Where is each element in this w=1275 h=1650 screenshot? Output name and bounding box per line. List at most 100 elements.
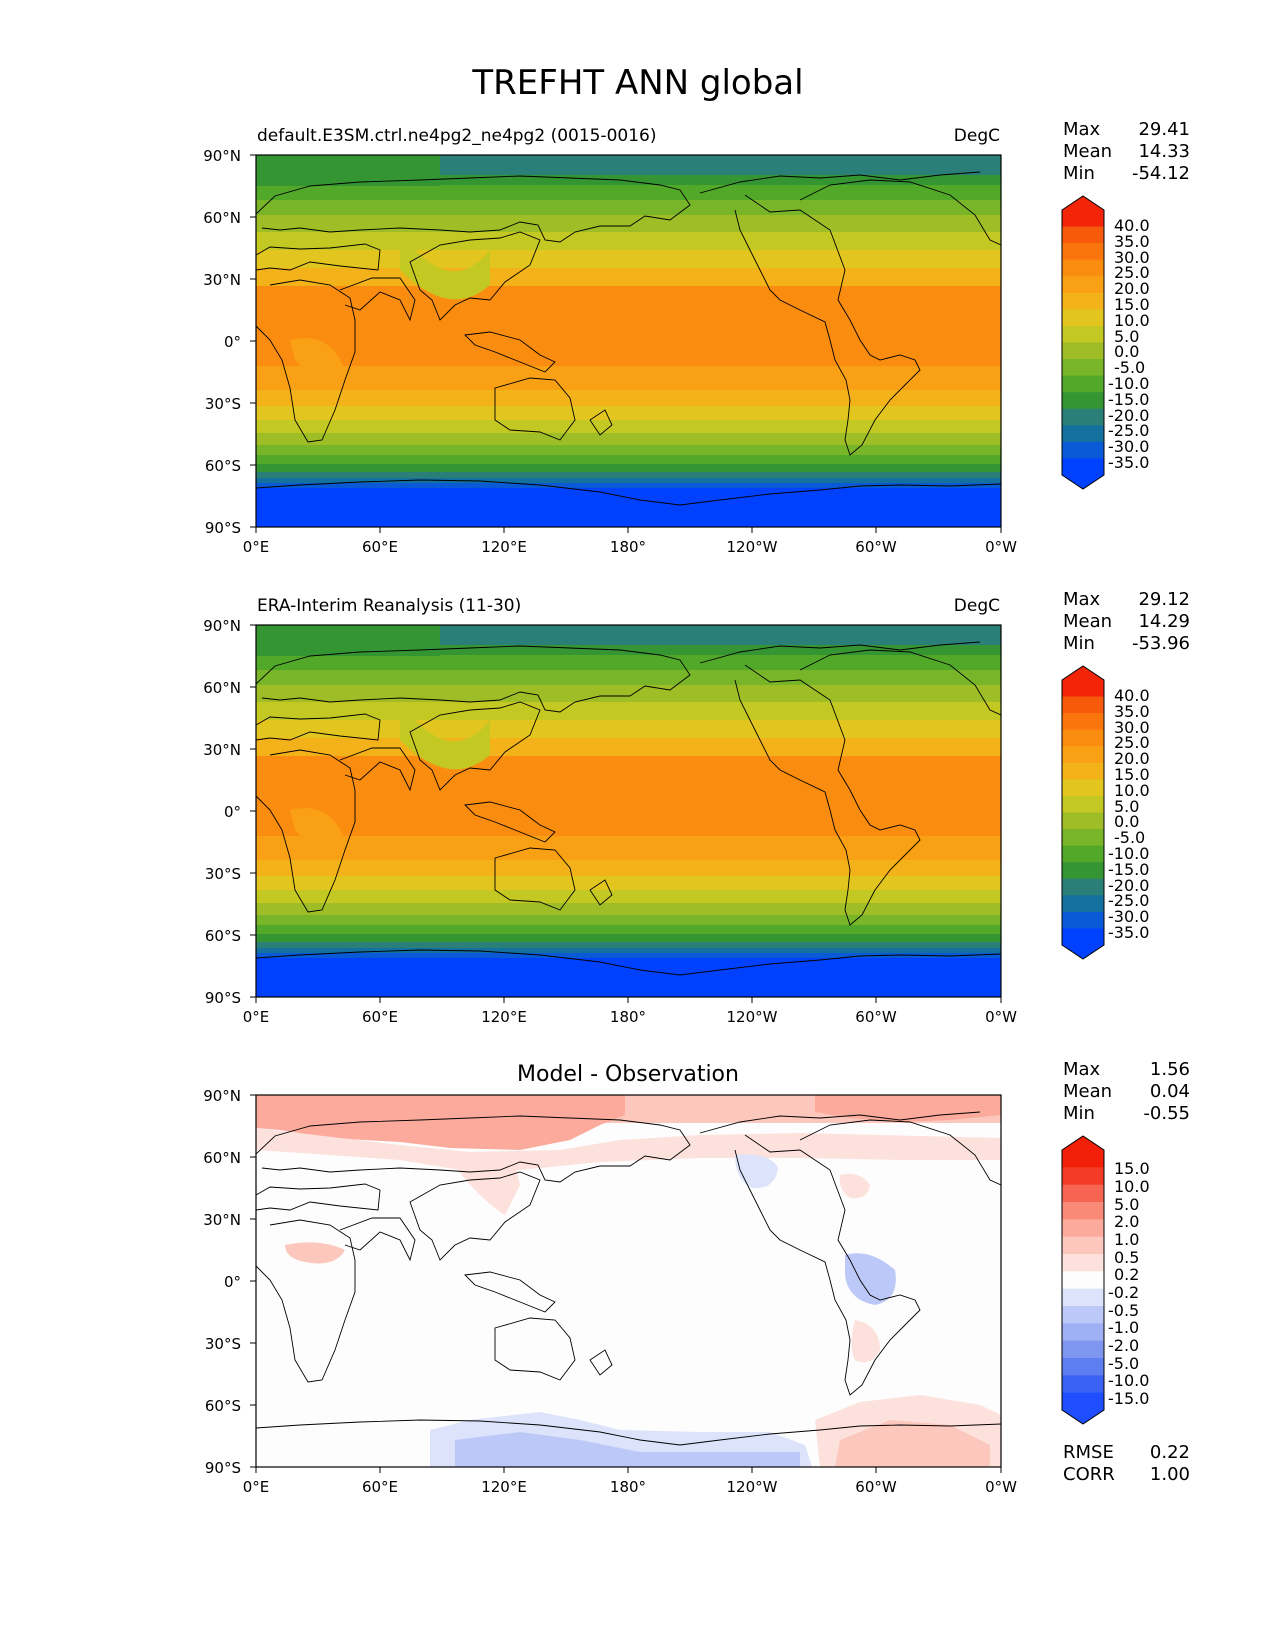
colorbar-tick-label: -25.0 <box>1108 891 1149 910</box>
lon-tick-label: 60°E <box>362 1008 398 1026</box>
colorbar-tick-label: -30.0 <box>1108 437 1149 456</box>
lon-tick-label: 120°W <box>727 538 778 556</box>
field-band <box>256 472 1001 478</box>
colorbar-tick-label: -10.0 <box>1108 844 1149 863</box>
colorbar-segment <box>1062 342 1104 360</box>
lat-tick-label: 60°S <box>205 1397 241 1415</box>
lat-tick-label: 30°N <box>203 271 241 289</box>
field-band <box>256 670 1001 685</box>
colorbar-segment <box>1062 812 1104 830</box>
colorbar-tick-label: 5.0 <box>1114 327 1139 346</box>
stats-box: Max 1.56 Mean 0.04 Min -0.55 <box>1063 1059 1190 1124</box>
field-band <box>256 836 1001 860</box>
colorbar-segment <box>1062 928 1104 946</box>
lon-tick-label: 60°E <box>362 1478 398 1496</box>
lat-tick-label: 0° <box>224 1273 241 1291</box>
figure-title: TREFHT ANN global <box>471 63 803 103</box>
colorbar-tick-label: -10.0 <box>1108 374 1149 393</box>
lon-tick-label: 0°E <box>243 1478 270 1496</box>
colorbar-segment <box>1062 441 1104 460</box>
colorbar-tick-label: -15.0 <box>1108 860 1149 879</box>
lon-tick-label: 60°W <box>855 538 897 556</box>
lat-tick-label: 60°S <box>205 927 241 945</box>
field-patch <box>450 1160 520 1215</box>
colorbar-tick-label: 10.0 <box>1114 311 1150 330</box>
lon-tick-label: 180° <box>610 538 646 556</box>
colorbar-segment <box>1062 1219 1104 1238</box>
field-band <box>256 232 1001 250</box>
colorbar-segment <box>1062 375 1104 393</box>
field-patch <box>256 1095 625 1150</box>
colorbar-segment <box>1062 392 1104 410</box>
stat-label: Max <box>1063 119 1101 140</box>
colorbar-segment <box>1062 408 1104 426</box>
colorbar-extend-max <box>1062 666 1104 680</box>
lat-tick-label: 60°N <box>203 1149 241 1167</box>
lat-axis: 90°N 60°N 30°N 0° 30°S 60°S 90°S <box>203 147 256 537</box>
colorbar-segment <box>1062 680 1104 698</box>
colorbar-outline <box>1061 195 1105 490</box>
colorbar-tick-label: -5.0 <box>1114 358 1145 377</box>
lon-tick-label: 180° <box>610 1008 646 1026</box>
field-patch <box>440 625 1001 645</box>
colorbar-segment <box>1062 1167 1104 1186</box>
colorbar-segment <box>1062 458 1104 476</box>
colorbar-tick-label: -35.0 <box>1108 453 1149 472</box>
stat-value: -0.55 <box>1143 1103 1190 1124</box>
lat-tick-label: 30°S <box>205 395 241 413</box>
stats-box: Max 29.41 Mean 14.33 Min -54.12 <box>1063 119 1190 184</box>
lon-tick-label: 0°W <box>985 538 1017 556</box>
field-band <box>256 420 1001 433</box>
field-band <box>256 934 1001 942</box>
colorbar-tick-label: -20.0 <box>1108 876 1149 895</box>
lat-tick-label: 0° <box>224 803 241 821</box>
lat-tick-label: 60°N <box>203 209 241 227</box>
field-band <box>256 685 1001 702</box>
colorbar-outline <box>1061 1135 1105 1425</box>
colorbar-tick-label: 30.0 <box>1114 248 1150 267</box>
colorbar-tick-label: 40.0 <box>1114 216 1150 235</box>
colorbar-tick-label: 25.0 <box>1114 733 1150 752</box>
field-band <box>256 483 1001 488</box>
field-band <box>256 406 1001 420</box>
colorbar-tick-label: 15.0 <box>1114 1159 1150 1178</box>
colorbar-tick-label: 25.0 <box>1114 263 1150 282</box>
colorbar-tick-labels: 40.0 35.0 30.0 25.0 20.0 15.0 10.0 5.0 0… <box>1108 216 1150 472</box>
colorbar-segment <box>1062 1184 1104 1203</box>
colorbar-tick-label: -2.0 <box>1108 1336 1139 1355</box>
field-band <box>256 876 1001 890</box>
field-band <box>256 464 1001 472</box>
field-band <box>256 948 1001 953</box>
field-band <box>256 286 1001 366</box>
colorbar-tick-label: 2.0 <box>1114 1212 1139 1231</box>
colorbar-segment <box>1062 795 1104 814</box>
colorbar-segment <box>1062 1358 1104 1376</box>
lat-tick-label: 60°S <box>205 457 241 475</box>
colorbar-tick-label: -20.0 <box>1108 406 1149 425</box>
field-band <box>256 478 1001 483</box>
colorbar-segment <box>1062 259 1104 277</box>
lat-tick-label: 90°N <box>203 147 241 165</box>
colorbar-outline <box>1061 665 1105 960</box>
field-band <box>256 890 1001 903</box>
lat-tick-label: 30°S <box>205 1335 241 1353</box>
field-band <box>256 200 1001 215</box>
stat-value: 1.56 <box>1150 1059 1190 1080</box>
colorbar-tick-label: 0.0 <box>1114 342 1139 361</box>
colorbar-tick-label: 0.2 <box>1114 1265 1139 1284</box>
lat-tick-label: 30°N <box>203 741 241 759</box>
colorbar-segment <box>1062 696 1104 714</box>
colorbar-segment <box>1062 878 1104 896</box>
stat-value: 1.00 <box>1150 1464 1190 1485</box>
colorbar-segment <box>1062 729 1104 747</box>
lon-tick-label: 60°E <box>362 538 398 556</box>
colorbar-segment <box>1062 746 1104 764</box>
field-band <box>256 445 1001 455</box>
colorbar-segment <box>1062 292 1104 310</box>
colorbar-tick-label: -25.0 <box>1108 421 1149 440</box>
colorbar-segment <box>1062 845 1104 863</box>
map-field <box>256 155 1001 527</box>
coastlines <box>256 171 1001 506</box>
colorbar-extend-min <box>1062 475 1104 489</box>
colorbar-segment <box>1062 1340 1104 1359</box>
